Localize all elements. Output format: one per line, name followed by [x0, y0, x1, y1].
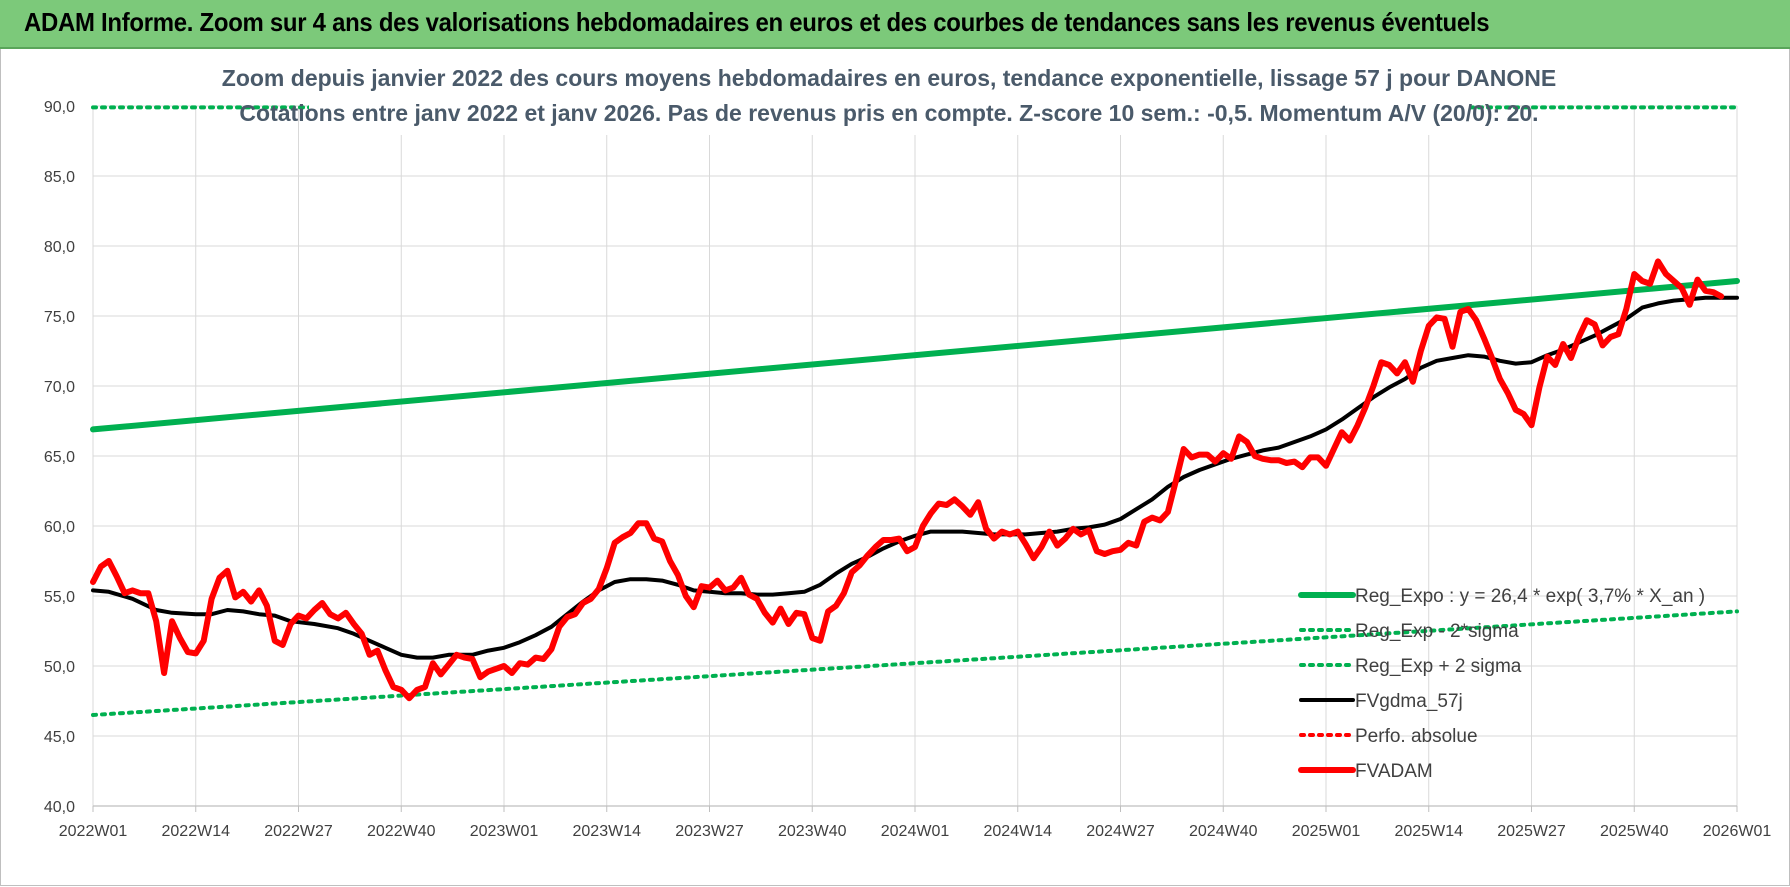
y-tick-label: 40,0 — [44, 799, 75, 816]
y-tick-label: 55,0 — [44, 589, 75, 606]
x-tick-label: 2024W14 — [984, 823, 1053, 840]
y-tick-label: 45,0 — [44, 729, 75, 746]
x-tick-label: 2025W40 — [1600, 823, 1669, 840]
y-tick-label: 60,0 — [44, 519, 75, 536]
legend-label: FVADAM — [1355, 761, 1433, 782]
x-tick-label: 2024W27 — [1086, 823, 1155, 840]
series-line-reg-expo-y-26-4-exp-3-7-x-an — [90, 278, 1740, 433]
legend: Reg_Expo : y = 26,4 * exp( 3,7% * X_an )… — [1298, 586, 1705, 782]
chart-title-block: Zoom depuis janvier 2022 des cours moyen… — [222, 57, 1556, 135]
legend-label: Reg_Expo : y = 26,4 * exp( 3,7% * X_an ) — [1355, 586, 1705, 607]
x-tick-label: 2025W27 — [1497, 823, 1566, 840]
chart-title: Zoom depuis janvier 2022 des cours moyen… — [222, 65, 1556, 91]
y-tick-label: 50,0 — [44, 659, 75, 676]
y-tick-label: 75,0 — [44, 309, 75, 326]
series-line-fvgdma-57j — [91, 295, 1739, 660]
x-tick-label: 2023W01 — [470, 823, 539, 840]
legend-label: Perfo. absolue — [1355, 726, 1478, 747]
y-tick-label: 85,0 — [44, 169, 75, 186]
title-background — [309, 57, 1469, 135]
y-tick-label: 65,0 — [44, 449, 75, 466]
x-tick-label: 2023W14 — [573, 823, 642, 840]
x-tick-label: 2025W01 — [1292, 823, 1361, 840]
x-tick-label: 2025W14 — [1395, 823, 1464, 840]
x-tick-label: 2022W40 — [367, 823, 436, 840]
report-title: ADAM Informe. Zoom sur 4 ans des valoris… — [24, 7, 1490, 37]
line-chart: 40,0 45,0 50,0 55,0 60,0 65,0 70,0 75,0 80,0 85,0… — [44, 57, 1771, 840]
x-tick-label: 2024W40 — [1189, 823, 1258, 840]
y-tick-label: 90,0 — [44, 99, 75, 116]
x-tick-label: 2022W14 — [162, 823, 231, 840]
x-tick-label: 2023W27 — [675, 823, 744, 840]
series-line-fvadam — [90, 258, 1725, 702]
chart-subtitle: Cotations entre janv 2022 et janv 2026. … — [239, 100, 1538, 126]
report-banner: ADAM Informe. Zoom sur 4 ans des valoris… — [0, 0, 1790, 49]
x-tick-label: 2022W27 — [264, 823, 333, 840]
axes: 40,0 45,0 50,0 55,0 60,0 65,0 70,0 75,0 80,0 85,0… — [44, 99, 1771, 840]
legend-label: FVgdma_57j — [1355, 691, 1463, 712]
legend-label: Reg_Exp - 2*sigma — [1355, 621, 1519, 642]
chart-area: 40,0 45,0 50,0 55,0 60,0 65,0 70,0 75,0 80,0 85,0… — [0, 49, 1790, 886]
series-line-reg-exp-2-sigma — [91, 609, 1739, 717]
x-tick-label: 2024W01 — [881, 823, 950, 840]
y-tick-label: 70,0 — [44, 379, 75, 396]
legend-label: Reg_Exp + 2 sigma — [1355, 656, 1522, 677]
y-tick-label: 80,0 — [44, 239, 75, 256]
x-tick-label: 2022W01 — [59, 823, 128, 840]
x-tick-label: 2023W40 — [778, 823, 847, 840]
x-tick-label: 2026W01 — [1703, 823, 1772, 840]
